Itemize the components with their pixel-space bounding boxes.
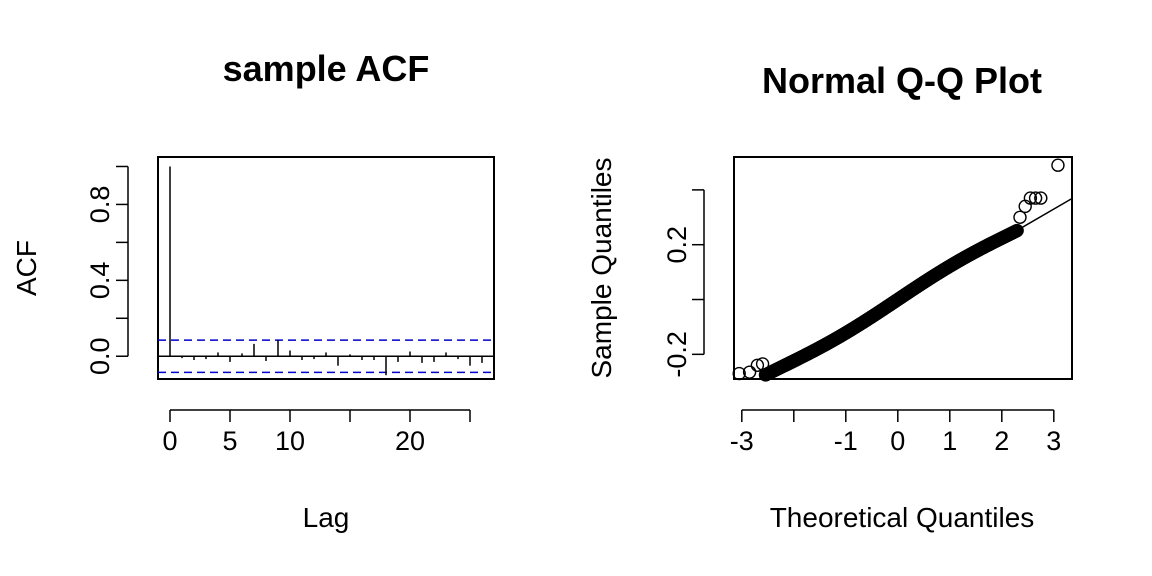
acf-x-axis-label: Lag: [303, 502, 350, 533]
acf-y-axis-label: ACF: [11, 240, 42, 296]
qq-y-axis: -0.2 0.2: [662, 189, 705, 378]
qq-x-tick-label: -3: [730, 426, 754, 456]
qq-point: [1010, 223, 1024, 238]
qq-point: [750, 358, 765, 372]
qq-point: [755, 357, 770, 371]
qq-point: [1051, 158, 1065, 172]
qq-title: Normal Q-Q Plot: [762, 60, 1042, 101]
acf-bars: [169, 166, 495, 376]
qq-plot-frame: [733, 156, 1073, 380]
acf-plot-frame: [157, 156, 495, 380]
qq-x-tick-label: 0: [890, 426, 905, 456]
acf-title: sample ACF: [223, 48, 430, 89]
qq-x-tick-label: -1: [834, 426, 858, 456]
qq-x-axis-label: Theoretical Quantiles: [770, 502, 1035, 533]
qq-x-tick-label: 2: [994, 426, 1009, 456]
qq-point: [732, 366, 746, 381]
acf-y-tick-label: 0.8: [85, 186, 115, 224]
qq-point: [1034, 191, 1048, 205]
acf-x-axis: 0 5 10 20: [162, 409, 471, 456]
qq-point: [1028, 191, 1043, 205]
qq-x-tick-label: 3: [1046, 426, 1061, 456]
qq-point: [1013, 210, 1027, 224]
acf-panel: sample ACF Lag ACF 0 5 10 20 0.0 0.4 0.8: [11, 48, 495, 533]
qq-panel: Normal Q-Q Plot Theoretical Quantiles Sa…: [586, 60, 1073, 533]
qq-y-axis-label: Sample Quantiles: [586, 157, 617, 378]
acf-y-tick-label: 0.4: [85, 262, 115, 300]
acf-x-tick-label: 0: [162, 426, 177, 456]
qq-x-tick-label: 1: [942, 426, 957, 456]
qq-points: [732, 158, 1065, 382]
acf-x-tick-label: 5: [222, 426, 237, 456]
acf-y-axis: 0.0 0.4 0.8: [85, 165, 129, 375]
qq-point: [1023, 191, 1038, 205]
qq-y-tick-label: -0.2: [662, 331, 692, 378]
acf-x-tick-label: 20: [395, 426, 425, 456]
qq-y-tick-label: 0.2: [662, 226, 692, 264]
acf-x-tick-label: 10: [275, 426, 305, 456]
acf-y-tick-label: 0.0: [85, 337, 115, 375]
qq-point: [742, 365, 757, 379]
qq-x-axis: -3 -1 0 1 2 3: [730, 409, 1061, 456]
